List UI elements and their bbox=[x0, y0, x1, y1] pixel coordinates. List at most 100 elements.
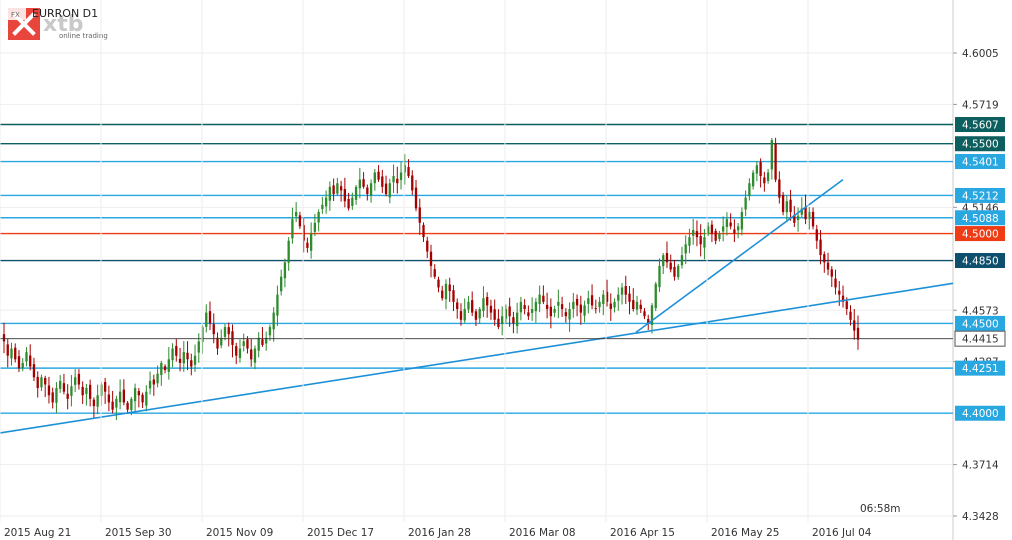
candle-body bbox=[399, 172, 403, 181]
level-label: 4.5401 bbox=[962, 157, 999, 169]
candle-body bbox=[834, 278, 837, 288]
candle-body bbox=[486, 296, 489, 306]
time-tick-label: 2016 Jan 28 bbox=[408, 527, 471, 539]
candle-body bbox=[463, 309, 466, 321]
candle-body bbox=[167, 359, 170, 372]
candle-body bbox=[710, 224, 714, 234]
candle-body bbox=[489, 305, 493, 313]
candle-body bbox=[133, 388, 137, 402]
level-badge bbox=[955, 187, 1005, 203]
candle-body bbox=[841, 295, 845, 302]
candle-body bbox=[707, 226, 710, 235]
candle-body bbox=[324, 197, 328, 207]
current-price-marker: 4.4415 bbox=[0, 330, 1006, 347]
symbol-header: FX xtb online trading EURRON D1 bbox=[8, 7, 108, 40]
candle-body bbox=[96, 395, 99, 407]
candle-body bbox=[190, 360, 193, 367]
candle-body bbox=[411, 175, 414, 191]
candle-body bbox=[223, 326, 227, 337]
candle-body bbox=[10, 348, 13, 359]
candle-body bbox=[261, 339, 264, 345]
level-label: 4.4500 bbox=[962, 318, 999, 330]
candle-body bbox=[358, 179, 361, 189]
level-label: 4.5000 bbox=[962, 229, 999, 241]
candle-body bbox=[643, 311, 646, 317]
candle-body bbox=[17, 356, 21, 369]
price-tick-label: 4.3714 bbox=[962, 460, 999, 472]
candle-body bbox=[51, 392, 54, 403]
candle-body bbox=[298, 215, 302, 227]
candle-body bbox=[538, 294, 541, 305]
price-tick-label: 4.6005 bbox=[962, 48, 999, 60]
candle-body bbox=[501, 316, 504, 325]
candle-body bbox=[793, 215, 796, 223]
candle-body bbox=[564, 312, 568, 317]
candle-body bbox=[426, 240, 429, 252]
candle-body bbox=[789, 199, 792, 213]
candle-body bbox=[175, 345, 178, 356]
candle-body bbox=[388, 183, 391, 198]
candle-body bbox=[662, 255, 665, 267]
candle-body bbox=[238, 348, 242, 359]
candle-body bbox=[718, 233, 721, 239]
candle-body bbox=[654, 283, 657, 309]
candle-body bbox=[313, 222, 317, 232]
candle-body bbox=[77, 373, 81, 385]
candle-body bbox=[250, 349, 253, 360]
horizontal-levels: 4.5607 4.5500 4.5401 4.5212 4.5088 4.5000 4.48… bbox=[0, 117, 1005, 421]
candle-body bbox=[647, 318, 650, 324]
candles bbox=[2, 137, 860, 421]
candle-body bbox=[392, 176, 395, 183]
candle-body bbox=[418, 207, 421, 223]
fx-badge-label: FX bbox=[11, 11, 20, 19]
candle-body bbox=[294, 212, 298, 217]
candle-body bbox=[81, 386, 84, 396]
candle-body bbox=[530, 309, 534, 313]
candle-body bbox=[351, 197, 354, 206]
candle-body bbox=[508, 306, 511, 317]
candle-body bbox=[205, 312, 208, 327]
candle-body bbox=[197, 341, 200, 353]
candle-body bbox=[347, 198, 350, 209]
candle-body bbox=[778, 179, 781, 198]
candle-body bbox=[811, 211, 815, 227]
candle-body bbox=[826, 262, 830, 270]
candle-body bbox=[118, 391, 122, 403]
level-badge bbox=[955, 210, 1005, 226]
candle-body bbox=[471, 300, 474, 313]
candle-body bbox=[208, 311, 212, 324]
candle-body bbox=[609, 303, 612, 310]
time-tick-label: 2016 Apr 15 bbox=[610, 527, 675, 539]
candle-body bbox=[302, 225, 305, 241]
candle-body bbox=[452, 290, 455, 302]
candle-body bbox=[474, 311, 478, 320]
level-badge bbox=[955, 360, 1005, 376]
candle-body bbox=[186, 352, 189, 360]
candle-body bbox=[755, 165, 759, 174]
candle-body bbox=[227, 327, 230, 335]
candle-body bbox=[639, 304, 642, 310]
candle-body bbox=[557, 301, 560, 306]
candle-body bbox=[2, 334, 6, 342]
candle-body bbox=[598, 301, 601, 308]
candle-body bbox=[29, 355, 32, 367]
candle-body bbox=[766, 172, 770, 181]
candle-body bbox=[88, 384, 92, 399]
candle-body bbox=[103, 381, 107, 392]
candle-body bbox=[467, 301, 470, 310]
candle-body bbox=[853, 320, 856, 331]
candle-body bbox=[201, 326, 204, 343]
candle-body bbox=[587, 298, 590, 304]
candle-body bbox=[830, 269, 833, 277]
candle-body bbox=[800, 208, 803, 215]
candle-body bbox=[527, 312, 530, 317]
candle-body bbox=[545, 304, 549, 310]
candle-body bbox=[497, 318, 500, 327]
candle-body bbox=[152, 379, 155, 385]
candle-body bbox=[182, 352, 185, 364]
candle-body bbox=[242, 341, 245, 346]
candle-body bbox=[459, 311, 463, 320]
time-axis: 2015 Aug 21 2015 Sep 30 2015 Nov 09 2015 De… bbox=[0, 0, 872, 539]
candle-body bbox=[493, 309, 496, 320]
